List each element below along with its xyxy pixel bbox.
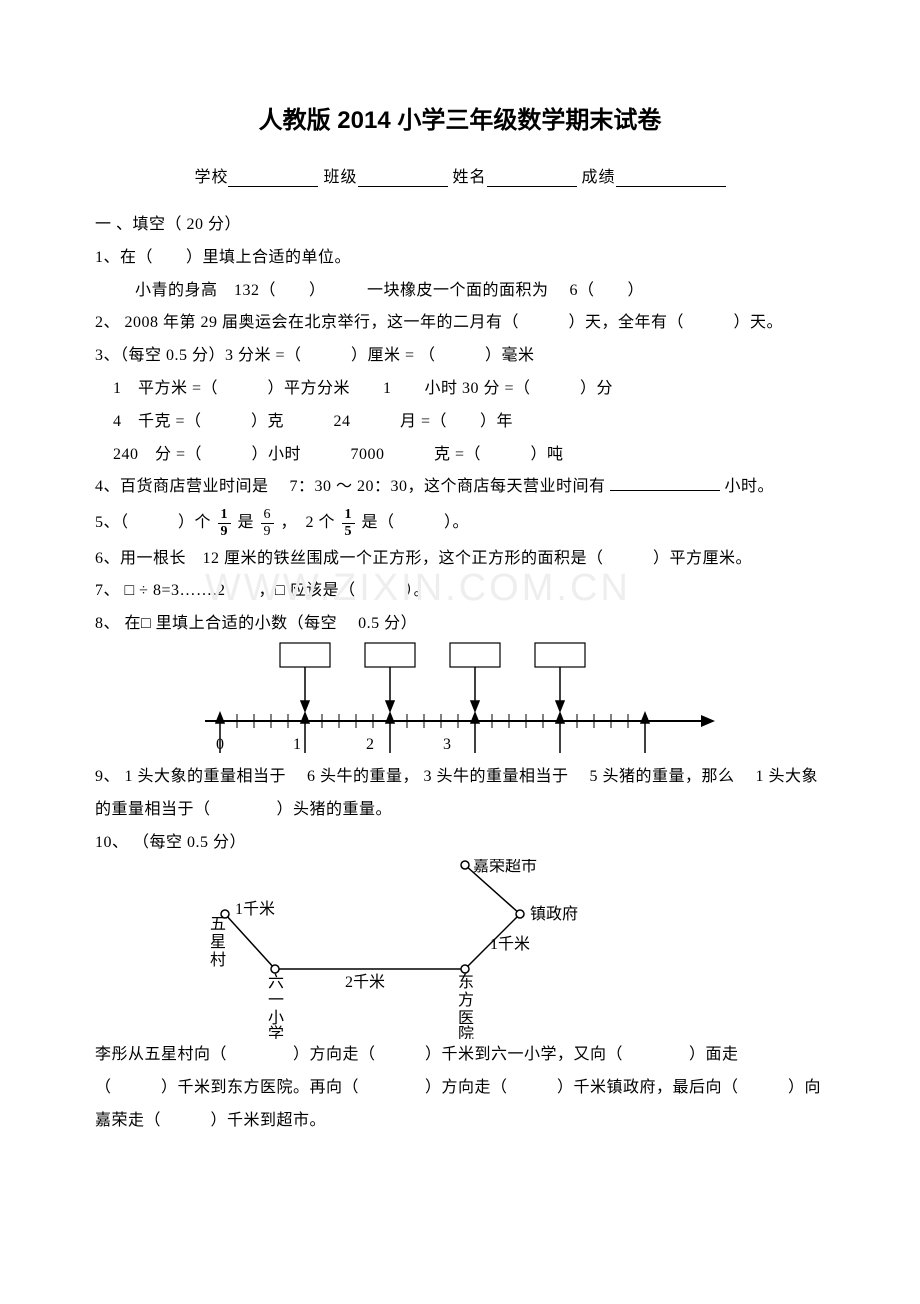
q5: 5、（ ）个 19 是 69 ， 2 个 15 是（ ）。 xyxy=(95,504,825,542)
numline-3: 3 xyxy=(443,736,451,753)
svg-text:学: 学 xyxy=(268,1025,284,1039)
q1-line2: 小青的身高 132（ ） 一块橡皮一个面的面积为 6（ ） xyxy=(95,275,825,308)
q10b-line2: （ ）千米到东方医院。再向（ ）方向走（ ）千米镇政府，最后向（ ）向 xyxy=(95,1072,825,1105)
q10-heading: 10、 （每空 0.5 分） xyxy=(95,827,825,860)
q3-line4: 240 分 =（ ）小时 7000 克 =（ ）吨 xyxy=(95,439,825,472)
blank-school[interactable] xyxy=(228,169,318,187)
svg-text:一: 一 xyxy=(268,992,284,1009)
map-d3: 2千米 xyxy=(345,973,385,991)
q5-c: ， 2 个 xyxy=(281,514,336,531)
q3-line3: 4 千克 =（ ）克 24 月 =（ ）年 xyxy=(95,406,825,439)
svg-text:东: 东 xyxy=(458,973,474,991)
svg-text:六: 六 xyxy=(268,973,284,991)
q9-line1: 9、 1 头大象的重量相当于 6 头牛的重量， 3 头牛的重量相当于 5 头猪的… xyxy=(95,761,825,794)
map-jiarong: 嘉荣超市 xyxy=(473,859,537,875)
svg-text:医: 医 xyxy=(458,1010,474,1027)
q8: 8、 在□ 里填上合适的小数（每空 0.5 分） xyxy=(95,608,825,641)
numline-2: 2 xyxy=(366,736,374,753)
blank-score[interactable] xyxy=(616,169,726,187)
label-score: 成绩 xyxy=(582,169,616,186)
blank-name[interactable] xyxy=(487,169,577,187)
svg-text:星: 星 xyxy=(210,934,226,951)
numline-0: 0 xyxy=(216,736,224,753)
q9-line2: 的重量相当于（ ）头猪的重量。 xyxy=(95,794,825,827)
q4: 4、百货商店营业时间是 7：30 ～ 20：30，这个商店每天营业时间有 小时。 xyxy=(95,471,825,504)
label-name: 姓名 xyxy=(453,169,487,186)
q3-line1: 3、（每空 0.5 分）3 分米 =（ ）厘米 = （ ）毫米 xyxy=(95,340,825,373)
q4-blank[interactable] xyxy=(610,475,720,491)
q3-line2: 1 平方米 =（ ）平方分米 1 小时 30 分 =（ ）分 xyxy=(95,373,825,406)
section-1-heading: 一 、填空（ 20 分） xyxy=(95,209,825,242)
svg-text:院: 院 xyxy=(458,1025,474,1039)
frac-1-5: 15 xyxy=(342,508,356,539)
map-d1: 1千米 xyxy=(235,900,275,918)
frac-1-9: 19 xyxy=(218,508,232,539)
q10b-line1: 李彤从五星村向（ ）方向走（ ）千米到六一小学，又向（ ）面走 xyxy=(95,1039,825,1072)
q7: 7、 □ ÷ 8=3…….2 ，□ 应该是（ ）。 xyxy=(95,575,825,608)
q5-b: 是 xyxy=(238,514,255,531)
svg-text:方: 方 xyxy=(458,991,474,1009)
map-figure: 嘉荣超市 镇政府 1千米 1千米 2千米 五 星 村 六 一 小 学 东 方 医… xyxy=(185,859,665,1039)
student-info-line: 学校 班级 姓名 成绩 xyxy=(95,163,825,187)
q5-d: 是（ ）。 xyxy=(362,514,470,531)
label-class: 班级 xyxy=(323,169,357,186)
svg-text:村: 村 xyxy=(210,951,226,969)
q2: 2、 2008 年第 29 届奥运会在北京举行，这一年的二月有（ ）天，全年有（… xyxy=(95,307,825,340)
q10b-line3: 嘉荣走（ ）千米到超市。 xyxy=(95,1105,825,1138)
q1-line1: 1、在（ ）里填上合适的单位。 xyxy=(95,242,825,275)
map-zhen: 镇政府 xyxy=(530,905,578,923)
number-line-figure: 0 1 2 3 xyxy=(185,641,745,761)
blank-class[interactable] xyxy=(358,169,448,187)
frac-6-9: 69 xyxy=(261,508,275,539)
map-d2: 1千米 xyxy=(490,935,530,953)
page-title: 人教版 2014 小学三年级数学期末试卷 xyxy=(95,100,825,135)
label-school: 学校 xyxy=(194,169,228,186)
map-wuxing-1: 五 xyxy=(210,916,226,933)
q6: 6、用一根长 12 厘米的铁丝围成一个正方形，这个正方形的面积是（ ）平方厘米。 xyxy=(95,543,825,576)
numline-1: 1 xyxy=(293,736,301,753)
q5-a: 5、（ ）个 xyxy=(95,514,211,531)
q4-suffix: 小时。 xyxy=(725,478,775,495)
svg-text:小: 小 xyxy=(268,1009,284,1027)
q4-text: 4、百货商店营业时间是 7：30 ～ 20：30，这个商店每天营业时间有 xyxy=(95,478,610,495)
